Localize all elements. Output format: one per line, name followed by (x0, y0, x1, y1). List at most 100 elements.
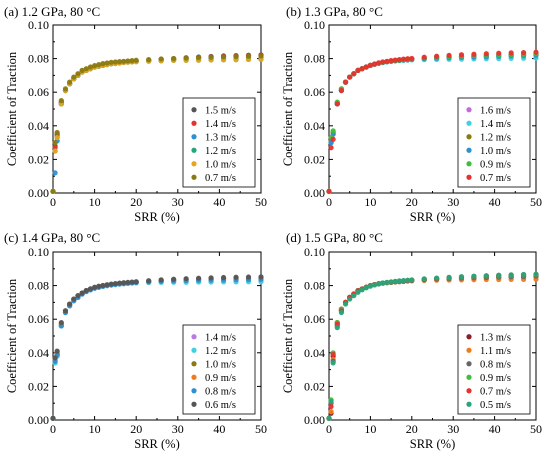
data-point (54, 134, 60, 141)
data-point (220, 54, 227, 60)
x-tick-label: 30 (172, 422, 184, 436)
series (50, 274, 264, 421)
data-point (116, 280, 123, 286)
legend-marker (466, 401, 472, 407)
legend-marker (466, 120, 472, 126)
data-point (125, 58, 131, 64)
data-point (409, 55, 415, 62)
data-point (233, 53, 239, 60)
data-point (405, 277, 411, 283)
data-point (446, 52, 452, 59)
legend-marker (191, 147, 197, 153)
x-tick-label: 20 (130, 422, 142, 436)
legend-box (457, 97, 531, 188)
data-point (121, 58, 127, 64)
data-point (421, 276, 427, 282)
data-point (183, 276, 189, 282)
data-point (258, 53, 264, 59)
data-point (79, 67, 85, 73)
data-point (388, 58, 394, 64)
x-axis-title: SRR (%) (134, 210, 180, 224)
data-point (50, 415, 56, 421)
data-point (347, 74, 353, 80)
y-tick-label: 0.04 (304, 346, 325, 360)
data-point (328, 398, 334, 405)
y-tick-label: 0.10 (28, 18, 49, 32)
legend-label: 0.6 m/s (205, 400, 236, 411)
data-point (342, 79, 349, 85)
panel-b: (b) 1.3 GPa, 80 °C 0 10 20 30 40 50 0.00 0.02 0.0… (281, 4, 542, 224)
data-point (258, 274, 264, 280)
data-point (183, 55, 189, 61)
data-point (400, 56, 407, 62)
series (50, 53, 264, 194)
data-point (409, 277, 415, 283)
data-point (112, 59, 118, 65)
y-tick-label: 0.04 (28, 346, 49, 360)
data-point (384, 279, 390, 286)
data-point (496, 272, 502, 278)
x-axis-title: SRR (%) (410, 210, 456, 224)
y-axis-title: Coefficient of Traction (281, 51, 295, 166)
data-point (129, 58, 135, 64)
data-point (52, 148, 58, 154)
data-point (326, 415, 332, 421)
data-point (52, 140, 58, 146)
data-point (355, 289, 361, 295)
data-point (58, 319, 64, 326)
data-point (405, 56, 411, 62)
y-tick-label: 0.00 (304, 186, 325, 200)
x-tick-label: 50 (255, 195, 267, 209)
panel-title: (d) 1.5 GPa, 80 °C (286, 230, 383, 245)
legend-marker (191, 134, 197, 140)
data-point (108, 281, 114, 287)
data-point (87, 286, 94, 292)
legend-label: 0.7 m/s (480, 173, 511, 184)
x-tick-label: 10 (89, 195, 101, 209)
data-points (326, 271, 539, 421)
data-point (330, 360, 336, 366)
data-point (334, 325, 340, 331)
data-point (384, 58, 390, 64)
legend-marker (191, 174, 197, 180)
data-point (133, 279, 139, 285)
data-point (62, 308, 69, 314)
data-point (434, 275, 440, 281)
y-tick-label: 0.06 (304, 312, 325, 326)
data-point (388, 279, 394, 285)
legend-label: 0.8 m/s (480, 359, 511, 370)
y-tick-label: 0.02 (304, 152, 325, 166)
legend-label: 0.9 m/s (480, 373, 511, 384)
legend-label: 1.3 m/s (205, 132, 236, 143)
x-tick-label: 10 (364, 422, 376, 436)
data-point (133, 57, 139, 63)
legend-marker (191, 374, 197, 380)
data-point (458, 52, 465, 58)
y-tick-label: 0.06 (28, 85, 49, 99)
legend-label: 1.2 m/s (480, 132, 511, 143)
x-tick-label: 0 (50, 195, 56, 209)
panel-title: (b) 1.3 GPa, 80 °C (286, 4, 383, 19)
x-tick-label: 20 (130, 195, 142, 209)
data-point (347, 296, 353, 302)
data-point (446, 274, 452, 280)
x-tick-label: 30 (172, 195, 184, 209)
legend-marker (466, 134, 472, 140)
data-point (245, 274, 252, 280)
legend-label: 1.4 m/s (480, 119, 511, 130)
data-point (359, 287, 365, 293)
data-point (392, 57, 398, 63)
legend-marker (466, 361, 472, 367)
data-point (54, 129, 60, 136)
data-point (376, 281, 382, 287)
y-axis-title: Coefficient of Traction (5, 278, 19, 393)
y-tick-label: 0.06 (304, 85, 325, 99)
data-point (396, 57, 402, 63)
data-point (208, 54, 214, 60)
data-point (367, 62, 373, 68)
data-point (75, 293, 81, 299)
legend-marker (466, 174, 472, 180)
data-point (396, 278, 402, 284)
y-tick-label: 0.08 (28, 279, 49, 293)
